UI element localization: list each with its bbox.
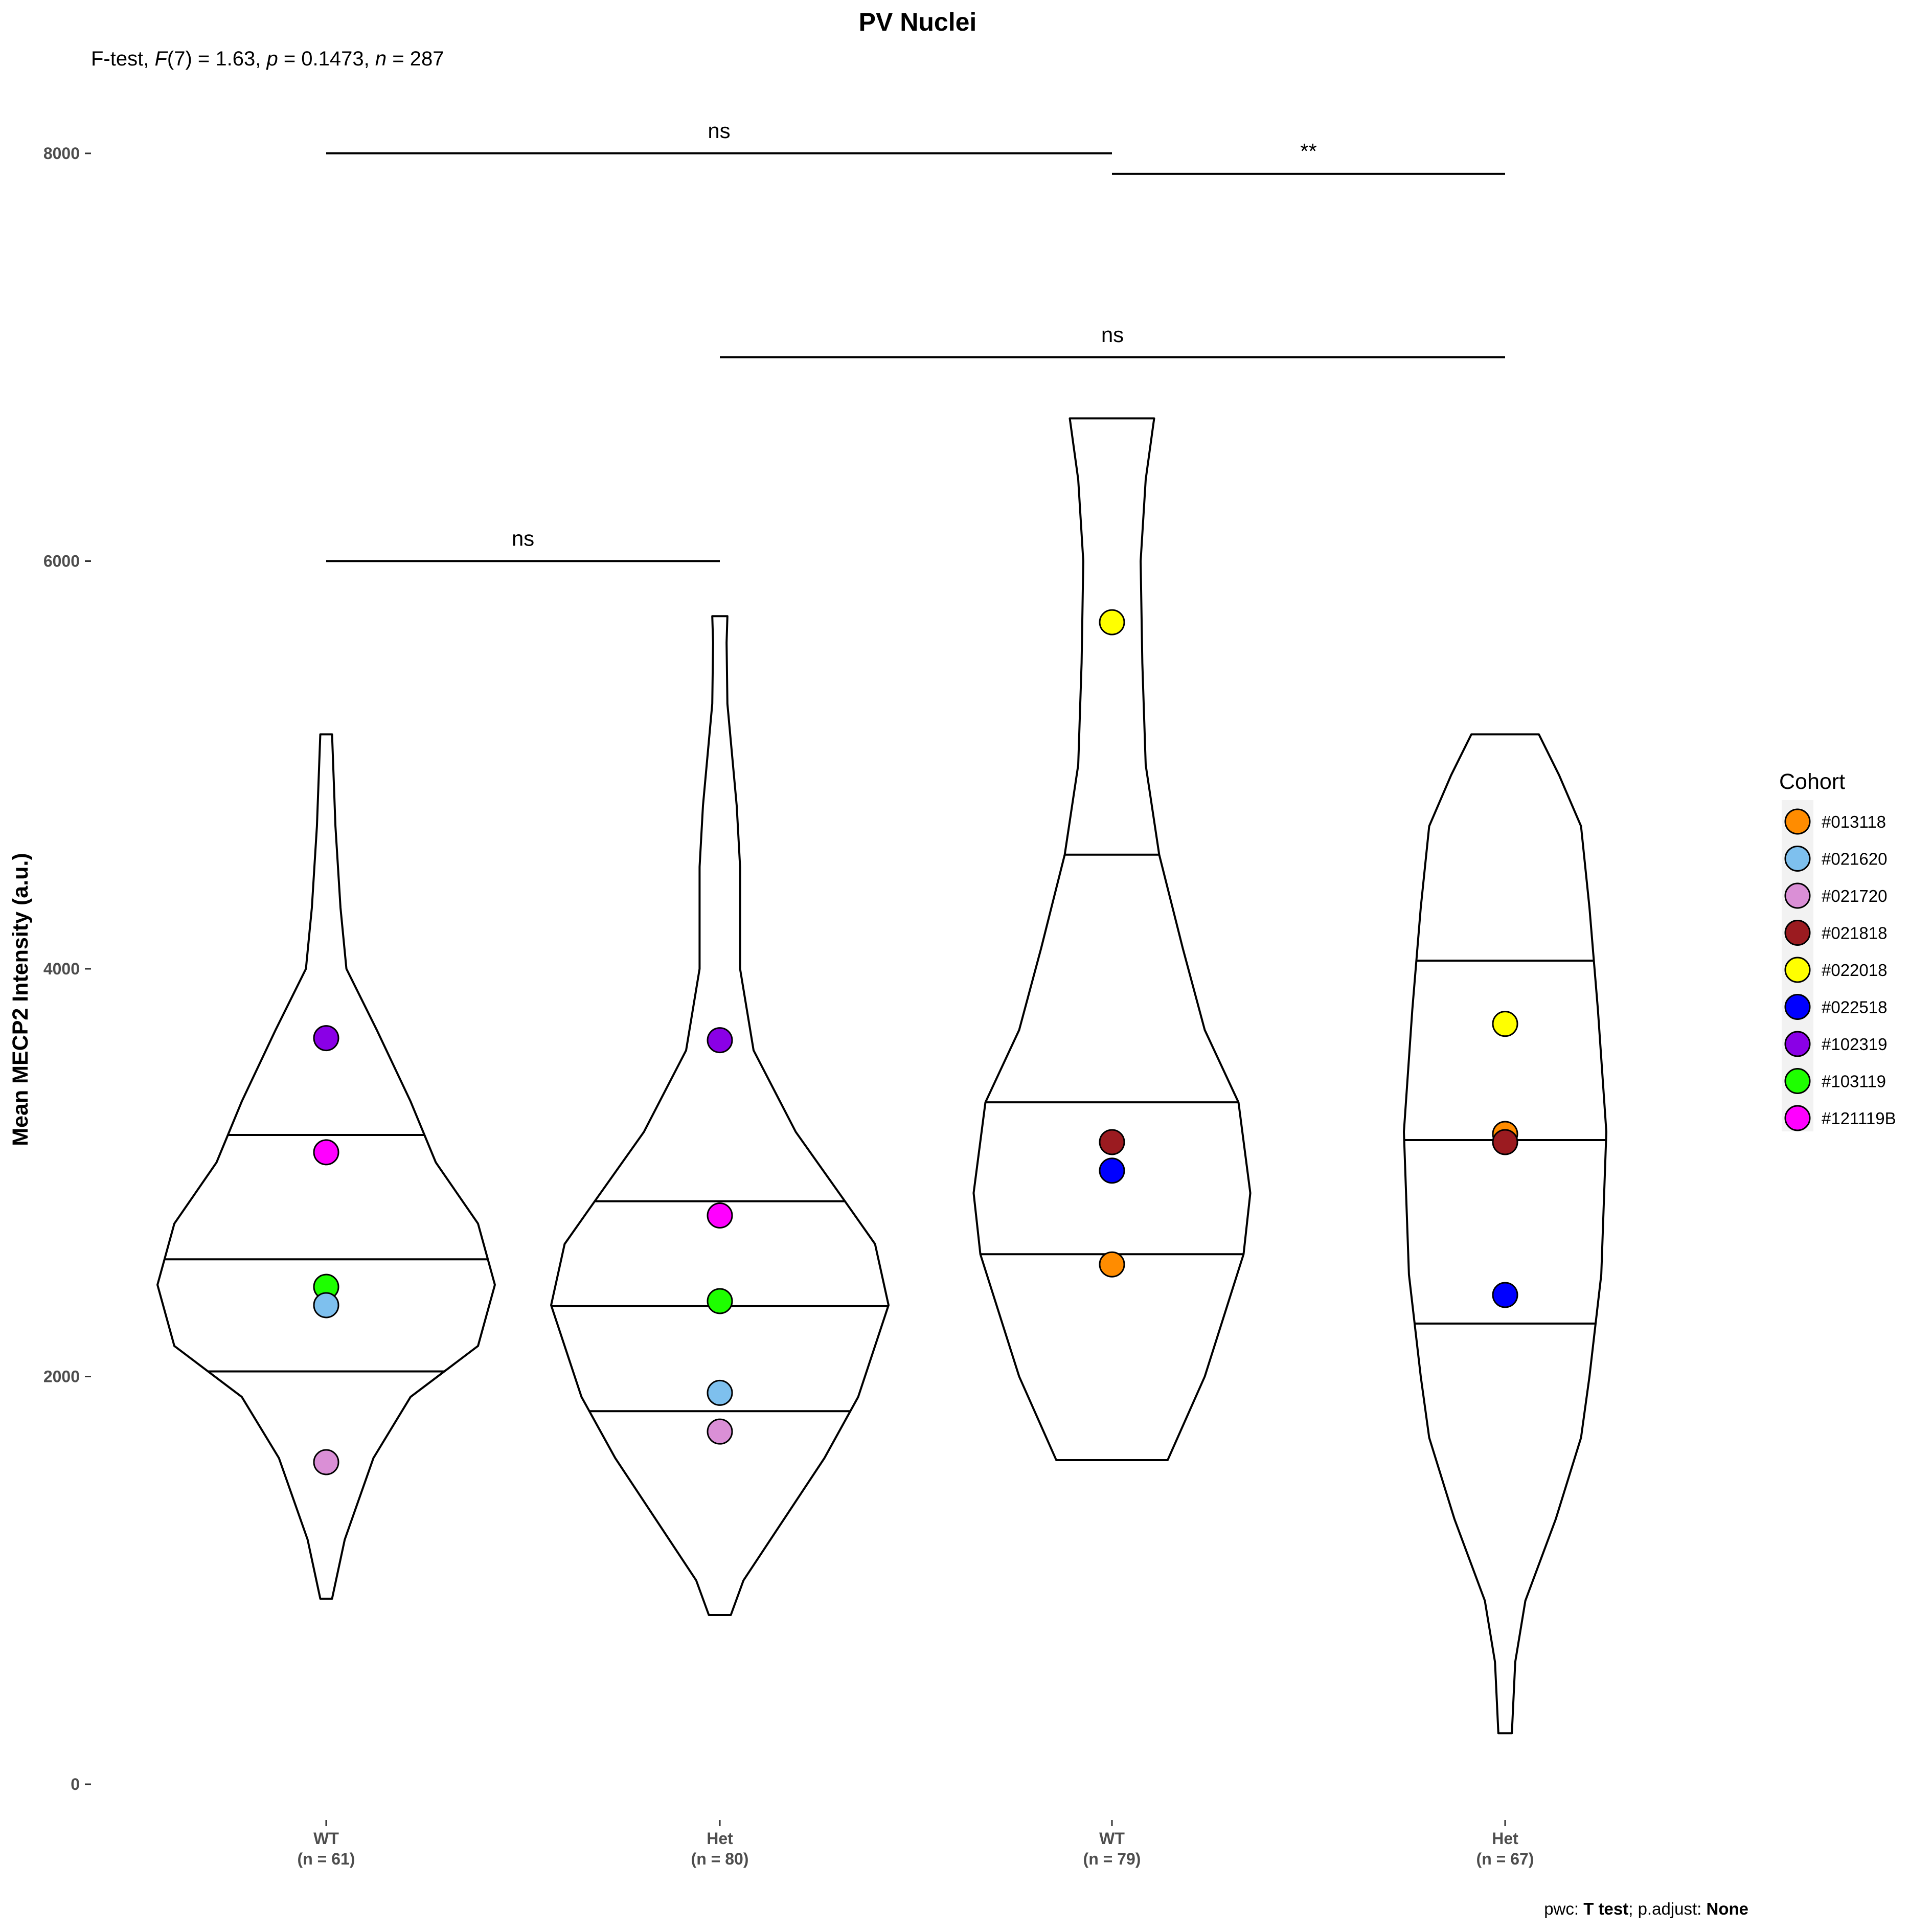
data-point — [1492, 1129, 1518, 1155]
data-point — [707, 1379, 733, 1406]
legend: Cohort #013118 #021620 #021720 #021818 #0220… — [1779, 769, 1896, 1131]
data-point — [707, 1027, 733, 1054]
data-point — [1099, 1129, 1125, 1155]
subtitle-stat-symbol: F — [154, 48, 168, 70]
legend-label: #121119B — [1822, 1109, 1896, 1128]
legend-label: #013118 — [1822, 812, 1886, 831]
y-tick-label: 0 — [71, 1775, 80, 1793]
data-point — [313, 1025, 339, 1052]
legend-label: #103119 — [1822, 1072, 1886, 1091]
x-tick-count: (n = 79) — [1083, 1850, 1141, 1868]
caption-test: T test — [1583, 1899, 1628, 1918]
data-point — [313, 1449, 339, 1475]
comparison-label: ns — [708, 119, 730, 143]
caption: pwc: T test; p.adjust: None — [1544, 1899, 1748, 1918]
x-tick-label: WT — [1099, 1829, 1125, 1848]
x-tick-label: WT — [313, 1829, 339, 1848]
x-tick-count: (n = 61) — [298, 1850, 355, 1868]
subtitle-df: (7) — [167, 48, 192, 70]
chart-title: PV Nuclei — [859, 8, 977, 36]
caption-adjust: None — [1707, 1899, 1749, 1918]
data-point — [707, 1202, 733, 1229]
legend-label: #021720 — [1822, 887, 1887, 905]
subtitle-n-symbol: n — [375, 48, 387, 70]
legend-key — [1784, 1031, 1811, 1057]
legend-key — [1784, 1105, 1811, 1131]
data-point — [1099, 1251, 1125, 1278]
caption-prefix: pwc: — [1544, 1899, 1583, 1918]
subtitle-p-symbol: p — [266, 48, 278, 70]
subtitle-n-value: = 287 — [387, 48, 444, 70]
legend-key — [1784, 994, 1811, 1020]
legend-key — [1784, 882, 1811, 909]
data-point — [1492, 1282, 1518, 1308]
y-tick-label: 6000 — [43, 552, 80, 571]
chart-subtitle: F-test, F(7) = 1.63, p = 0.1473, n = 287 — [91, 48, 444, 70]
x-tick-count: (n = 67) — [1476, 1850, 1534, 1868]
caption-mid: ; p.adjust: — [1628, 1899, 1706, 1918]
legend-key — [1784, 957, 1811, 983]
comparison-label: ns — [1101, 323, 1124, 347]
subtitle-stat-value: = 1.63, — [192, 48, 267, 70]
y-tick-label: 4000 — [43, 960, 80, 978]
subtitle-p-value: = 0.1473, — [278, 48, 375, 70]
data-point — [1099, 609, 1125, 635]
legend-items: #013118 #021620 #021720 #021818 #022018 #0225… — [1784, 808, 1896, 1131]
violin-1 — [550, 615, 890, 1616]
legend-label: #021818 — [1822, 924, 1887, 943]
legend-key — [1784, 846, 1811, 872]
data-point — [707, 1418, 733, 1445]
data-point — [313, 1292, 339, 1319]
violin-3 — [1403, 733, 1607, 1735]
y-axis-title: Mean MECP2 Intensity (a.u.) — [8, 853, 33, 1146]
legend-title: Cohort — [1779, 769, 1845, 794]
legend-key — [1784, 808, 1811, 835]
y-tick-label: 8000 — [43, 144, 80, 163]
violins — [156, 417, 1607, 1735]
data-point — [1492, 1011, 1518, 1037]
violin-2 — [972, 417, 1252, 1461]
legend-label: #021620 — [1822, 850, 1887, 869]
legend-label: #022018 — [1822, 961, 1887, 980]
y-axis: 0 2000 4000 6000 8000 — [43, 144, 91, 1793]
legend-label: #102319 — [1822, 1035, 1887, 1054]
comparison-label: ** — [1300, 139, 1317, 163]
violin-0 — [156, 733, 496, 1600]
legend-key — [1784, 920, 1811, 946]
data-point — [1099, 1157, 1125, 1184]
data-point — [313, 1139, 339, 1166]
comparison-label: ns — [512, 527, 534, 551]
cohort-points — [313, 609, 1518, 1475]
legend-label: #022518 — [1822, 998, 1887, 1017]
x-axis: WT (n = 61) Het (n = 80) WT (n = 79) Het (n = 6… — [298, 1820, 1534, 1868]
x-tick-label: Het — [1492, 1829, 1518, 1848]
data-point — [707, 1288, 733, 1314]
subtitle-prefix: F-test, — [91, 48, 154, 70]
legend-key — [1784, 1068, 1811, 1094]
x-tick-label: Het — [707, 1829, 733, 1848]
x-tick-count: (n = 80) — [691, 1850, 749, 1868]
pairwise-comparisons: ns ns ns ** — [326, 119, 1505, 562]
y-tick-label: 2000 — [43, 1368, 80, 1386]
